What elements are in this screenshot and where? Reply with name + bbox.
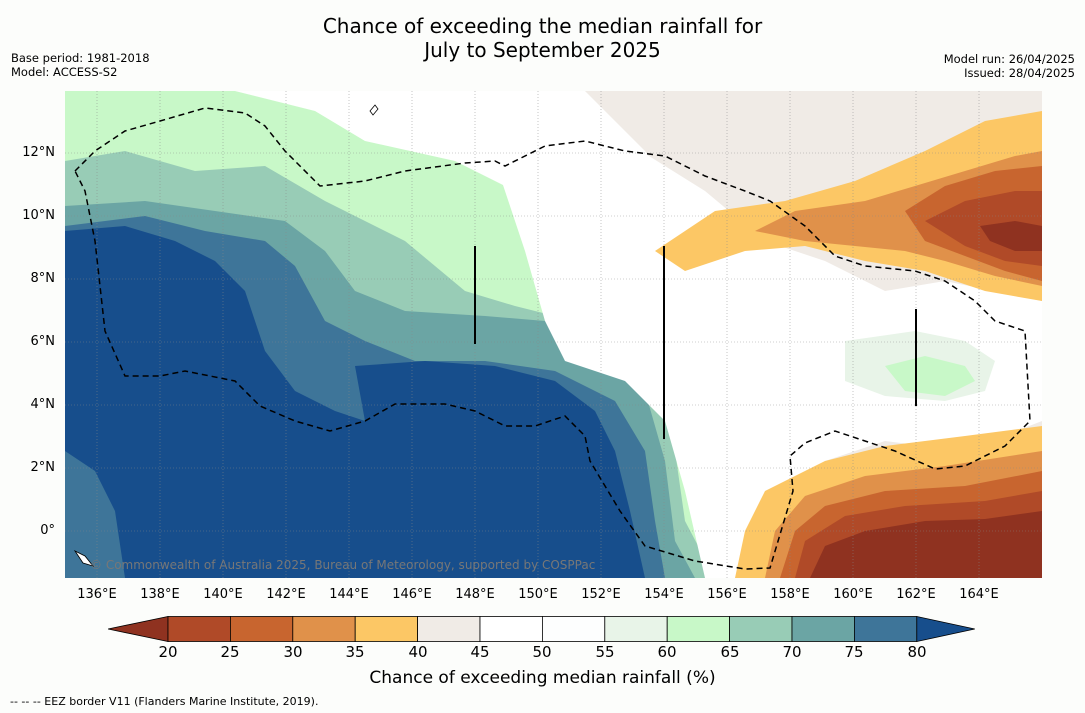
colorbar-tick-80: 80	[907, 643, 927, 661]
rainfall-map: © Commonwealth of Australia 2025, Bureau…	[65, 91, 1042, 578]
band-below-20-ne	[980, 221, 1042, 251]
lon-label-152e: 152°E	[581, 587, 621, 602]
model-text: Model: ACCESS-S2	[11, 65, 118, 79]
lat-label-6n: 6°N	[30, 334, 56, 349]
lat-label-10n: 10°N	[22, 208, 55, 223]
colorbar-cell-20-25	[167, 616, 231, 642]
colorbar-tick-50: 50	[532, 643, 552, 661]
colorbar-cell-45-50	[479, 616, 543, 642]
eez-legend-note: -- -- -- EEZ border V11 (Flanders Marine…	[10, 695, 319, 708]
lat-label-4n: 4°N	[30, 397, 56, 412]
colorbar-cell-75-80	[854, 616, 918, 642]
colorbar-cell-35-40	[354, 616, 418, 642]
map-title-line2: July to September 2025	[424, 38, 661, 62]
base-period-text: Base period: 1981-2018	[11, 51, 150, 65]
graticule	[65, 91, 1042, 578]
island-se	[73, 549, 95, 567]
model-run-text: Model run: 26/04/2025	[943, 52, 1075, 66]
lon-label-160e: 160°E	[833, 587, 873, 602]
lon-label-142e: 142°E	[266, 587, 306, 602]
meta-right: Model run: 26/04/2025 Issued: 28/04/2025	[944, 52, 1075, 80]
band-above-80	[65, 226, 645, 578]
colorbar-cell-50-55	[541, 616, 606, 642]
lon-label-154e: 154°E	[644, 587, 684, 602]
colorbar-tick-65: 65	[720, 643, 740, 661]
colorbar-cell-70-75	[791, 616, 855, 642]
issued-text: Issued: 28/04/2025	[964, 66, 1075, 80]
colorbar-cell-40-45	[417, 616, 481, 642]
lon-label-164e: 164°E	[959, 587, 999, 602]
colorbar-tick-40: 40	[408, 643, 428, 661]
colorbar-tick-55: 55	[595, 643, 615, 661]
lat-label-12n: 12°N	[22, 145, 55, 160]
lon-label-150e: 150°E	[518, 587, 558, 602]
lon-label-140e: 140°E	[203, 587, 243, 602]
colorbar-tick-75: 75	[844, 643, 864, 661]
colorbar-cell-25-30	[230, 616, 294, 642]
colorbar-tick-45: 45	[470, 643, 490, 661]
colorbar-extend-low	[108, 616, 169, 642]
meta-left: Base period: 1981-2018 Model: ACCESS-S2	[11, 51, 150, 79]
colorbar-cell-60-65	[666, 616, 731, 642]
copyright-notice: © Commonwealth of Australia 2025, Bureau…	[90, 558, 595, 572]
lon-label-156e: 156°E	[707, 587, 747, 602]
eez-border	[74, 107, 1031, 570]
lat-label-8n: 8°N	[30, 271, 56, 286]
lon-label-144e: 144°E	[329, 587, 369, 602]
colorbar-extend-high	[916, 616, 975, 642]
lat-label-2n: 2°N	[30, 460, 56, 475]
colorbar-tick-20: 20	[158, 643, 178, 661]
colorbar-tick-60: 60	[657, 643, 677, 661]
lat-label-0: 0°	[40, 523, 55, 538]
map-title-line1: Chance of exceeding the median rainfall …	[322, 14, 763, 38]
colorbar-tick-30: 30	[283, 643, 303, 661]
lon-label-158e: 158°E	[770, 587, 810, 602]
island-north	[369, 104, 379, 116]
lon-label-162e: 162°E	[896, 587, 936, 602]
colorbar-cell-30-35	[292, 616, 356, 642]
colorbar-tick-35: 35	[345, 643, 365, 661]
band-60-65-east	[885, 356, 975, 396]
lon-label-138e: 138°E	[140, 587, 180, 602]
band-50-55-east	[485, 131, 1042, 578]
lon-label-146e: 146°E	[392, 587, 432, 602]
colorbar	[108, 616, 975, 642]
colorbar-tick-25: 25	[220, 643, 240, 661]
colorbar-cell-65-70	[729, 616, 793, 642]
band-below-20-se	[810, 511, 1042, 578]
lon-label-148e: 148°E	[455, 587, 495, 602]
colorbar-cell-55-60	[604, 616, 668, 642]
lon-label-136e: 136°E	[77, 587, 117, 602]
colorbar-tick-70: 70	[782, 643, 802, 661]
colorbar-label: Chance of exceeding median rainfall (%)	[369, 668, 716, 688]
